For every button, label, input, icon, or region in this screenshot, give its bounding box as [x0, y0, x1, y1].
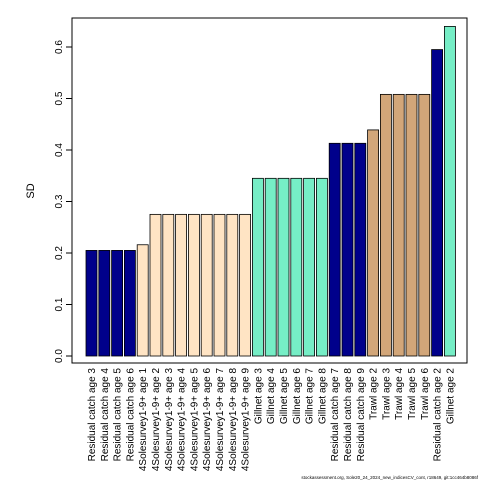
y-axis-title: SD	[25, 183, 37, 198]
x-tick-labels: Residual catch age 3 Residual catch age 4…	[87, 368, 456, 472]
bars	[85, 25, 456, 357]
bar	[85, 250, 98, 357]
bar	[136, 244, 149, 357]
bar	[239, 213, 252, 357]
x-tick-label: Trawl age 2	[369, 368, 380, 420]
bar	[187, 213, 200, 357]
bar	[354, 142, 367, 357]
x-tick-label: 4Solesurvey1-9+ age 4	[177, 368, 188, 472]
bar	[341, 142, 354, 357]
x-tick-label: 4Solesurvey1-9+ age 9	[241, 368, 252, 472]
x-tick-label: Residual catch age 9	[356, 368, 367, 462]
x-tick-label: Gillnet age 4	[266, 368, 277, 425]
x-tick-label: 4Solesurvey1-9+ age 8	[228, 368, 239, 472]
bar	[111, 250, 123, 357]
x-tick-label: Gillnet age 7	[305, 368, 316, 425]
x-tick-label: Gillnet age 5	[279, 368, 290, 425]
y-tick-label: 0.6	[54, 40, 65, 54]
x-tick-label: Residual catch age 4	[100, 368, 111, 462]
footnote: stockassessment.org, Sole20_24_2024_new_…	[301, 475, 478, 480]
x-tick-label: Trawl age 5	[407, 368, 418, 420]
bar	[226, 213, 239, 357]
x-tick-label: 4Solesurvey1-9+ age 1	[138, 368, 149, 472]
x-tick-label: Residual catch age 5	[113, 368, 124, 462]
x-tick-label: 4Solesurvey1-9+ age 5	[189, 368, 200, 472]
bar	[431, 49, 444, 357]
bar	[367, 129, 380, 357]
y-tick-label: 0.0	[54, 349, 65, 363]
bar	[290, 177, 303, 357]
bar	[405, 93, 418, 357]
bar	[379, 93, 392, 357]
bar	[124, 250, 136, 357]
x-tick-label: Residual catch age 3	[87, 368, 98, 462]
y-tick-label: 0.5	[54, 91, 65, 105]
bar	[264, 177, 277, 357]
x-tick-label: 4Solesurvey1-9+ age 2	[151, 368, 162, 472]
y-tick-label: 0.2	[54, 246, 65, 260]
x-tick-label: Gillnet age 6	[292, 368, 303, 425]
bar	[149, 213, 162, 357]
bar	[443, 25, 456, 357]
y-axis: 0.0 0.1 0.2 0.3 0.4 0.5 0.6	[54, 40, 73, 363]
x-tick-label: Trawl age 6	[420, 368, 431, 420]
bar	[418, 93, 431, 357]
bar	[162, 213, 175, 357]
x-tick-label: 4Solesurvey1-9+ age 7	[215, 368, 226, 472]
y-tick-label: 0.4	[54, 143, 65, 157]
bar	[251, 177, 264, 357]
x-tick-label: Trawl age 4	[394, 368, 405, 420]
bar	[315, 177, 328, 357]
bar	[213, 213, 226, 357]
x-tick-label: Trawl age 3	[381, 368, 392, 420]
bar	[328, 142, 341, 357]
bar	[277, 177, 290, 357]
bar	[98, 250, 111, 357]
x-tick-label: Gillnet age 8	[317, 368, 328, 425]
y-tick-label: 0.3	[54, 194, 65, 208]
x-tick-label: Gillnet age 3	[253, 368, 264, 425]
x-tick-label: Gillnet age 2	[445, 368, 456, 425]
x-tick-label: Residual catch age 6	[125, 368, 136, 462]
bar	[175, 213, 188, 357]
bar	[303, 177, 316, 357]
x-tick-label: 4Solesurvey1-9+ age 6	[202, 368, 213, 472]
x-tick-label: 4Solesurvey1-9+ age 3	[164, 368, 175, 472]
y-tick-label: 0.1	[54, 297, 65, 311]
bar	[200, 213, 213, 357]
x-tick-label: Residual catch age 7	[330, 368, 341, 462]
bar	[392, 93, 405, 357]
x-tick-label: Residual catch age 2	[433, 368, 444, 462]
x-tick-label: Residual catch age 8	[343, 368, 354, 462]
